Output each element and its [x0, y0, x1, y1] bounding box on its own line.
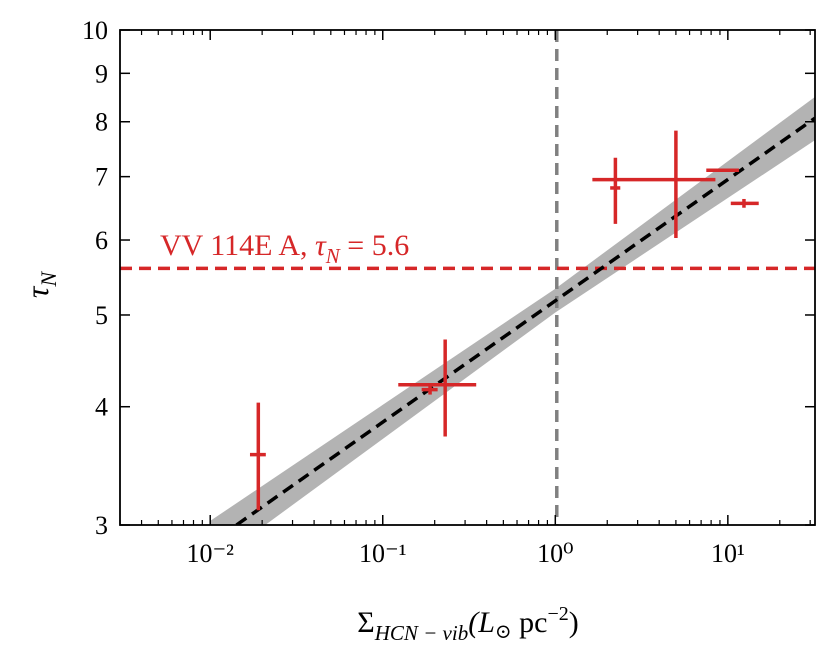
x-label-part: HCN − vib: [374, 621, 469, 645]
y-label-part: τ: [19, 285, 55, 298]
x-tick-label: 10¹: [711, 539, 745, 568]
x-label-part: ⊙: [495, 621, 512, 643]
y-axis-label: τN: [19, 271, 61, 298]
x-tick-label: 10⁻¹: [359, 539, 407, 568]
y-tick-label: 8: [95, 108, 108, 137]
x-label-part: (L: [468, 606, 495, 639]
annotation-part: VV 114E A,: [160, 229, 315, 262]
x-label-part: pc: [512, 606, 548, 639]
x-label-part: −2: [547, 603, 568, 625]
x-tick-label: 10⁻²: [186, 539, 234, 568]
plot-area: [120, 30, 815, 525]
plot-frame: [119, 29, 816, 526]
annotation: VV 114E A, τN = 5.6: [160, 229, 409, 268]
annotation-part: N: [325, 244, 341, 268]
annotation-part: = 5.6: [340, 229, 409, 262]
y-tick-label: 4: [95, 393, 108, 422]
y-tick-label: 5: [95, 301, 108, 330]
x-tick-label: 10⁰: [537, 539, 573, 568]
y-tick-label: 3: [95, 511, 108, 540]
x-label-part: ): [569, 606, 579, 639]
x-label-part: Σ: [357, 606, 374, 639]
y-tick-label: 7: [95, 163, 108, 192]
fit-line: [235, 116, 815, 525]
fit-band: [210, 96, 815, 525]
x-axis-label: ΣHCN − vib(L⊙ pc−2): [357, 603, 579, 645]
y-label-part: N: [36, 271, 61, 288]
y-tick-label: 10: [82, 16, 108, 45]
annotation-part: τ: [315, 229, 327, 262]
y-tick-label: 9: [95, 59, 108, 88]
y-tick-label: 6: [95, 226, 108, 255]
